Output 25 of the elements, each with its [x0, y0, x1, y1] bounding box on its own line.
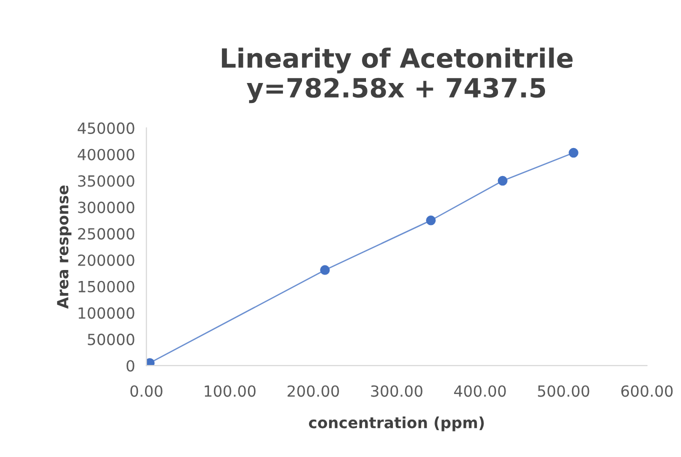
y-axis-title: Area response [57, 185, 72, 309]
point [146, 358, 155, 366]
y-tick-label: 0 [126, 360, 134, 372]
y-tick-label: 300000 [78, 202, 134, 214]
y-tick-label: 400000 [78, 148, 134, 160]
point [426, 216, 436, 226]
x-tick-label: 300.00 [371, 385, 422, 397]
y-tick-label: 100000 [78, 307, 134, 319]
x-tick-label: 200.00 [288, 385, 339, 397]
x-tick-label: 0.00 [130, 385, 162, 397]
x-tick-label: 600.00 [621, 385, 673, 397]
y-tick-label: 50000 [88, 334, 134, 346]
y-tick-label: 350000 [78, 175, 134, 187]
point [568, 148, 578, 158]
x-tick-label: 400.00 [454, 385, 506, 397]
y-tick-label: 150000 [78, 280, 134, 292]
y-tick-label: 200000 [78, 254, 134, 266]
y-tick-label: 450000 [78, 122, 134, 134]
x-axis-title: concentration (ppm) [308, 416, 484, 432]
chart-title: Linearity of Acetonitrile y=782.58x + 7437.5 [222, 48, 573, 104]
point [498, 176, 508, 186]
x-tick-label: 500.00 [538, 385, 590, 397]
x-tick-label: 100.00 [204, 385, 256, 397]
point [320, 265, 330, 275]
y-tick-label: 250000 [78, 228, 134, 240]
